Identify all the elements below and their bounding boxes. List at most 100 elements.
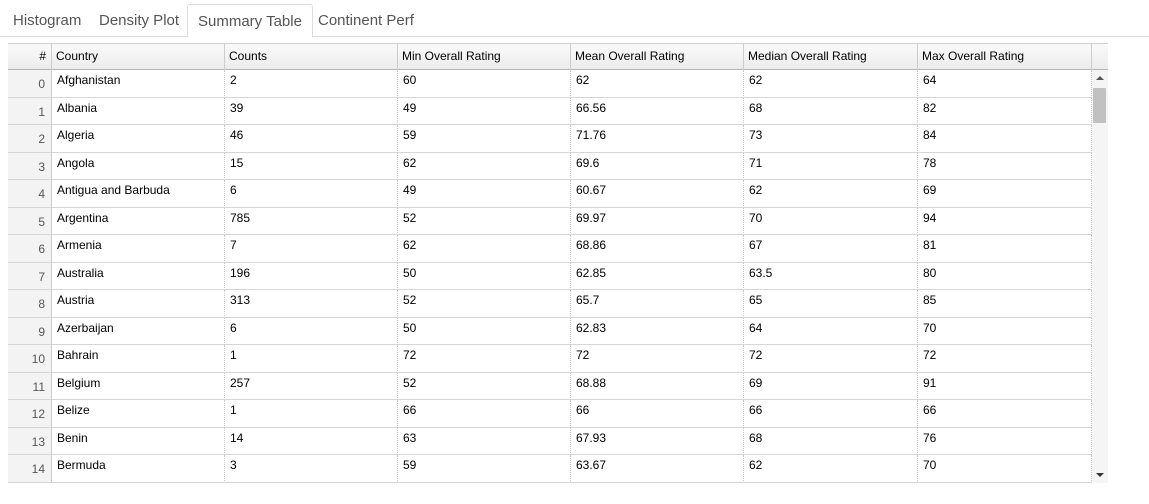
cell-country[interactable]: Argentina [52,207,225,235]
cell-median-rating[interactable]: 70 [744,207,918,235]
cell-country[interactable]: Angola [52,152,225,180]
cell-counts[interactable]: 39 [225,97,398,125]
cell-country[interactable]: Bermuda [52,455,225,483]
cell-min-rating[interactable]: 50 [398,262,571,290]
cell-max-rating[interactable]: 91 [918,372,1092,400]
cell-max-rating[interactable]: 76 [918,427,1092,455]
cell-max-rating[interactable]: 70 [918,317,1092,345]
cell-mean-rating[interactable]: 69.6 [571,152,744,180]
cell-min-rating[interactable]: 49 [398,97,571,125]
cell-min-rating[interactable]: 63 [398,427,571,455]
cell-max-rating[interactable]: 82 [918,97,1092,125]
table-row[interactable]: 10 Bahrain 1 72 72 72 72 [8,345,1092,373]
table-row[interactable]: 1 Albania 39 49 66.56 68 82 [8,97,1092,125]
vertical-scrollbar[interactable] [1092,70,1108,483]
cell-max-rating[interactable]: 69 [918,180,1092,208]
cell-median-rating[interactable]: 66 [744,400,918,428]
cell-mean-rating[interactable]: 63.67 [571,455,744,483]
table-row[interactable]: 13 Benin 14 63 67.93 68 76 [8,427,1092,455]
cell-max-rating[interactable]: 94 [918,207,1092,235]
cell-country[interactable]: Armenia [52,235,225,263]
cell-counts[interactable]: 46 [225,125,398,153]
cell-country[interactable]: Austria [52,290,225,318]
cell-country[interactable]: Belize [52,400,225,428]
cell-mean-rating[interactable]: 66.56 [571,97,744,125]
table-row[interactable]: 5 Argentina 785 52 69.97 70 94 [8,207,1092,235]
column-header-median-rating[interactable]: Median Overall Rating [744,44,918,70]
cell-mean-rating[interactable]: 71.76 [571,125,744,153]
table-row[interactable]: 0 Afghanistan 2 60 62 62 64 [8,70,1092,98]
cell-counts[interactable]: 6 [225,180,398,208]
cell-min-rating[interactable]: 62 [398,235,571,263]
cell-median-rating[interactable]: 62 [744,180,918,208]
cell-median-rating[interactable]: 62 [744,455,918,483]
cell-min-rating[interactable]: 52 [398,372,571,400]
column-header-country[interactable]: Country [52,44,225,70]
cell-median-rating[interactable]: 73 [744,125,918,153]
cell-counts[interactable]: 14 [225,427,398,455]
cell-counts[interactable]: 7 [225,235,398,263]
cell-counts[interactable]: 785 [225,207,398,235]
cell-median-rating[interactable]: 62 [744,70,918,98]
cell-counts[interactable]: 313 [225,290,398,318]
cell-country[interactable]: Belgium [52,372,225,400]
cell-median-rating[interactable]: 68 [744,427,918,455]
table-row[interactable]: 11 Belgium 257 52 68.88 69 91 [8,372,1092,400]
cell-counts[interactable]: 15 [225,152,398,180]
table-row[interactable]: 14 Bermuda 3 59 63.67 62 70 [8,455,1092,483]
cell-counts[interactable]: 257 [225,372,398,400]
cell-median-rating[interactable]: 65 [744,290,918,318]
cell-max-rating[interactable]: 80 [918,262,1092,290]
cell-median-rating[interactable]: 64 [744,317,918,345]
index-header[interactable]: # [8,44,52,70]
cell-max-rating[interactable]: 84 [918,125,1092,153]
cell-max-rating[interactable]: 64 [918,70,1092,98]
cell-median-rating[interactable]: 69 [744,372,918,400]
cell-country[interactable]: Azerbaijan [52,317,225,345]
tab-summary-table[interactable]: Summary Table [187,4,313,38]
cell-median-rating[interactable]: 67 [744,235,918,263]
tab-density-plot[interactable]: Density Plot [99,12,180,29]
cell-min-rating[interactable]: 49 [398,180,571,208]
cell-max-rating[interactable]: 81 [918,235,1092,263]
cell-counts[interactable]: 1 [225,400,398,428]
column-header-max-rating[interactable]: Max Overall Rating [918,44,1092,70]
cell-max-rating[interactable]: 85 [918,290,1092,318]
cell-country[interactable]: Benin [52,427,225,455]
cell-country[interactable]: Albania [52,97,225,125]
cell-median-rating[interactable]: 71 [744,152,918,180]
cell-max-rating[interactable]: 66 [918,400,1092,428]
cell-min-rating[interactable]: 52 [398,207,571,235]
cell-country[interactable]: Australia [52,262,225,290]
cell-min-rating[interactable]: 52 [398,290,571,318]
cell-country[interactable]: Afghanistan [52,70,225,98]
cell-median-rating[interactable]: 72 [744,345,918,373]
table-row[interactable]: 9 Azerbaijan 6 50 62.83 64 70 [8,317,1092,345]
arrow-up-icon[interactable] [1092,70,1108,86]
table-row[interactable]: 8 Austria 313 52 65.7 65 85 [8,290,1092,318]
cell-mean-rating[interactable]: 67.93 [571,427,744,455]
cell-max-rating[interactable]: 72 [918,345,1092,373]
cell-mean-rating[interactable]: 66 [571,400,744,428]
column-header-min-rating[interactable]: Min Overall Rating [398,44,571,70]
cell-max-rating[interactable]: 78 [918,152,1092,180]
cell-min-rating[interactable]: 66 [398,400,571,428]
cell-min-rating[interactable]: 62 [398,152,571,180]
cell-counts[interactable]: 3 [225,455,398,483]
tab-continent-perf[interactable]: Continent Perf [318,12,414,29]
cell-median-rating[interactable]: 63.5 [744,262,918,290]
cell-counts[interactable]: 196 [225,262,398,290]
cell-mean-rating[interactable]: 69.97 [571,207,744,235]
scrollbar-thumb[interactable] [1093,88,1106,123]
cell-min-rating[interactable]: 72 [398,345,571,373]
cell-counts[interactable]: 1 [225,345,398,373]
tab-histogram[interactable]: Histogram [13,12,82,29]
cell-min-rating[interactable]: 60 [398,70,571,98]
cell-mean-rating[interactable]: 72 [571,345,744,373]
table-row[interactable]: 3 Angola 15 62 69.6 71 78 [8,152,1092,180]
cell-mean-rating[interactable]: 68.88 [571,372,744,400]
table-row[interactable]: 12 Belize 1 66 66 66 66 [8,400,1092,428]
cell-mean-rating[interactable]: 60.67 [571,180,744,208]
cell-mean-rating[interactable]: 65.7 [571,290,744,318]
cell-mean-rating[interactable]: 62.85 [571,262,744,290]
